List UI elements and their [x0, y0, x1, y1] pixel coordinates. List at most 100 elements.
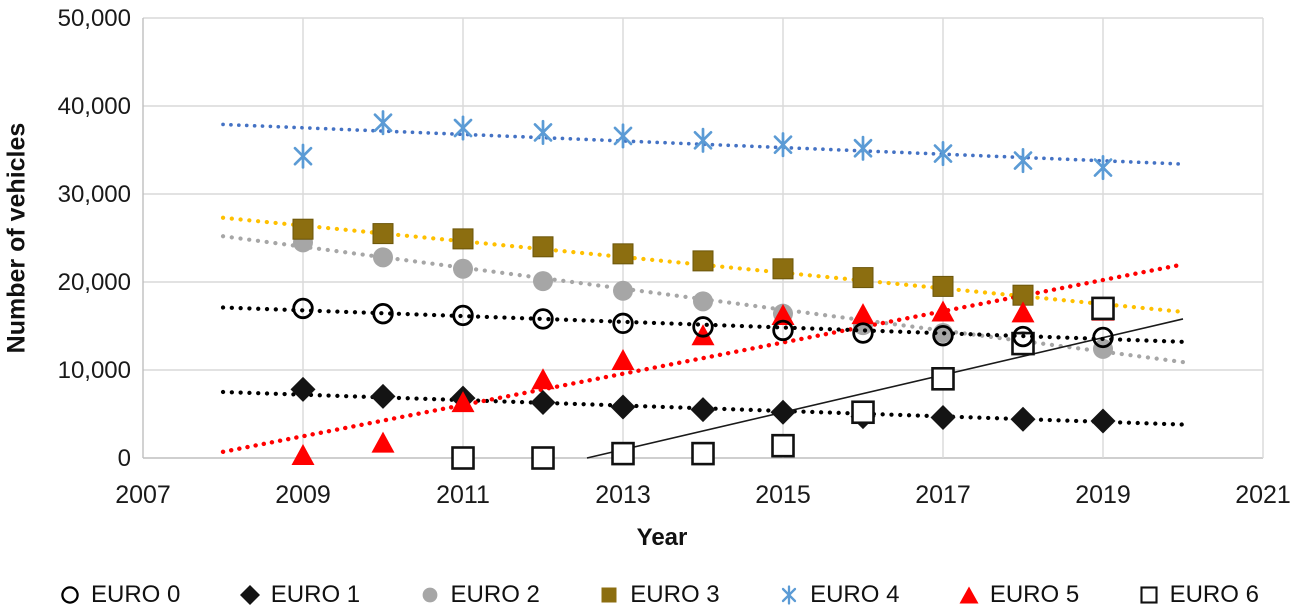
marker	[451, 391, 475, 413]
y-tick-label: 30,000	[58, 181, 131, 208]
marker	[613, 123, 633, 149]
x-tick-label: 2013	[595, 481, 651, 509]
x-tick-label: 2019	[1075, 481, 1131, 509]
marker	[1091, 296, 1115, 321]
x-tick-label: 2007	[115, 481, 171, 509]
marker	[531, 368, 555, 390]
y-tick-label: 40,000	[58, 93, 131, 120]
marker	[691, 441, 715, 466]
marker	[532, 308, 554, 330]
marker	[372, 302, 394, 325]
marker	[1093, 155, 1113, 181]
series-euro-0	[292, 297, 1114, 349]
marker	[852, 322, 874, 344]
marker	[851, 400, 875, 425]
euro-2-legend-marker-icon	[422, 587, 437, 603]
marker	[1011, 301, 1035, 323]
marker	[293, 143, 313, 169]
legend-item-euro-2: EURO 2	[416, 581, 540, 609]
legend-label-euro-4: EURO 4	[810, 581, 900, 608]
marker	[292, 218, 314, 240]
marker	[451, 446, 475, 470]
marker	[453, 115, 473, 141]
scatter-plot-area: 0 10,000 20,000 30,000 40,000 50,000 2007 2009 2…	[58, 5, 1291, 509]
marker	[370, 383, 396, 409]
x-tick-label: 2011	[436, 481, 490, 509]
euro-4-legend-marker-icon	[781, 585, 797, 605]
euro-0-legend-marker-icon	[61, 586, 79, 604]
marker	[291, 443, 315, 465]
series-euro-6	[451, 296, 1115, 470]
marker	[693, 291, 713, 312]
marker	[530, 390, 556, 416]
marker	[770, 399, 796, 425]
marker	[372, 223, 394, 245]
euro-5-legend-marker-icon	[959, 586, 979, 604]
marker	[292, 297, 314, 320]
marker	[611, 441, 635, 466]
x-tick-label: 2015	[755, 481, 811, 509]
y-tick-label: 0	[118, 445, 131, 472]
marker	[852, 267, 874, 289]
marker	[533, 271, 553, 292]
marker	[612, 243, 634, 265]
y-axis-title: Number of vehicles	[2, 122, 31, 354]
legend-label-euro-5: EURO 5	[989, 581, 1080, 608]
x-tick-label: 2021	[1235, 481, 1291, 509]
marker	[933, 140, 953, 167]
chart-legend: EURO 0 EURO 1 EURO 2 EURO 3 EURO 4 EURO 5 EURO…	[0, 578, 1293, 612]
euro-1-legend-marker-icon	[239, 585, 260, 605]
marker	[452, 228, 474, 250]
marker	[931, 300, 955, 322]
marker	[610, 394, 636, 420]
legend-item-euro-5: EURO 5	[955, 581, 1079, 609]
x-axis-title: Year	[636, 524, 688, 551]
series-euro-1	[290, 376, 1116, 434]
series-euro-3	[292, 218, 1034, 306]
axis-tick-labels: 0 10,000 20,000 30,000 40,000 50,000 2007 2009 2…	[58, 5, 1291, 509]
marker	[692, 250, 714, 272]
legend-item-euro-6: EURO 6	[1135, 581, 1259, 609]
marker	[930, 405, 956, 431]
marker	[290, 376, 316, 402]
marker	[1092, 326, 1114, 349]
euro-3-legend-marker-icon	[601, 587, 617, 603]
marker	[690, 397, 716, 423]
marker	[851, 303, 875, 325]
marker	[853, 135, 873, 161]
marker	[452, 304, 474, 327]
marker	[611, 348, 635, 370]
gridlines	[142, 17, 1264, 459]
marker	[532, 236, 554, 258]
trendline-euro-0	[220, 305, 1186, 344]
trendline-euro-6	[586, 318, 1184, 459]
marker	[1012, 325, 1034, 348]
legend-label-euro-2: EURO 2	[450, 581, 540, 608]
marker	[932, 324, 954, 347]
marker	[772, 258, 794, 280]
legend-item-euro-0: EURO 0	[56, 581, 180, 609]
series-euro-4	[293, 110, 1113, 181]
marker	[772, 319, 794, 342]
legend-item-euro-4: EURO 4	[775, 581, 899, 609]
marker	[932, 275, 954, 297]
legend-label-euro-3: EURO 3	[630, 581, 720, 608]
series-euro-5	[291, 299, 1115, 465]
euro-6-legend-marker-icon	[1140, 586, 1158, 604]
marker	[771, 304, 795, 326]
marker	[373, 247, 393, 268]
y-tick-label: 20,000	[58, 269, 131, 296]
marker	[771, 433, 795, 458]
marker	[693, 127, 713, 153]
marker	[1013, 148, 1033, 174]
legend-item-euro-3: EURO 3	[595, 581, 720, 609]
y-tick-label: 10,000	[58, 357, 131, 384]
legend-label-euro-1: EURO 1	[270, 581, 361, 608]
marker	[1010, 406, 1036, 432]
marker	[1011, 331, 1035, 356]
marker	[1090, 408, 1116, 434]
marker	[371, 431, 395, 453]
y-tick-label: 50,000	[58, 5, 131, 32]
marker	[373, 110, 393, 136]
